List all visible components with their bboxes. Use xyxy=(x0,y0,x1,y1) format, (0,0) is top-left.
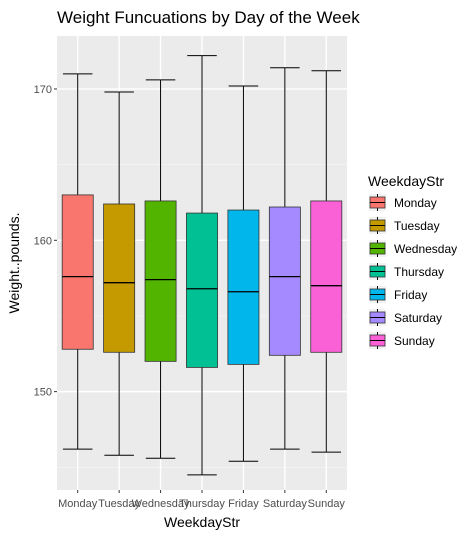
box-thursday xyxy=(186,55,218,476)
box-body xyxy=(186,212,218,368)
x-tick-label: Saturday xyxy=(263,498,308,510)
legend-item-tuesday: Tuesday xyxy=(369,217,440,234)
legend-label: Sunday xyxy=(394,334,435,348)
box-body xyxy=(268,206,301,356)
box-body xyxy=(310,200,343,353)
legend-label: Friday xyxy=(394,288,427,302)
x-tick-label: Sunday xyxy=(308,498,346,510)
legend-label: Wednesday xyxy=(394,242,457,256)
box-body xyxy=(103,203,136,353)
legend-label: Tuesday xyxy=(394,219,440,233)
box-body xyxy=(61,194,94,350)
box-tuesday xyxy=(103,91,136,456)
x-tick-label: Monday xyxy=(58,498,98,510)
y-tick-label: 170 xyxy=(34,84,52,96)
legend-item-wednesday: Wednesday xyxy=(369,240,457,257)
y-axis-title: Weight..pounds. xyxy=(6,213,22,314)
legend-item-sunday: Sunday xyxy=(369,332,435,349)
legend-label: Monday xyxy=(394,196,437,210)
box-wednesday xyxy=(144,79,177,459)
legend-item-saturday: Saturday xyxy=(369,309,442,326)
legend-item-thursday: Thursday xyxy=(369,263,444,280)
y-tick-label: 160 xyxy=(34,235,52,247)
box-monday xyxy=(61,73,94,450)
chart-title: Weight Funcuations by Day of the Week xyxy=(57,8,360,27)
legend-title: WeekdayStr xyxy=(368,173,444,189)
box-saturday xyxy=(268,67,301,450)
x-tick-label: Wednesday xyxy=(132,498,190,510)
legend-item-monday: Monday xyxy=(369,194,437,211)
legend: WeekdayStr Monday Tuesday Wednesday Thursda… xyxy=(368,173,457,349)
x-axis-title: WeekdayStr xyxy=(164,514,240,530)
box-friday xyxy=(227,85,260,462)
y-axis: 150 160 170 xyxy=(34,84,57,399)
legend-label: Saturday xyxy=(394,311,442,325)
x-tick-label: Friday xyxy=(228,498,259,510)
x-tick-label: Thursday xyxy=(179,498,225,510)
box-body xyxy=(144,200,177,362)
legend-item-friday: Friday xyxy=(369,286,427,303)
box-body xyxy=(227,209,260,365)
legend-label: Thursday xyxy=(394,265,444,279)
y-tick-label: 150 xyxy=(34,387,52,399)
x-tick-label: Tuesday xyxy=(98,498,140,510)
box-sunday xyxy=(310,70,343,453)
boxes xyxy=(61,55,343,476)
